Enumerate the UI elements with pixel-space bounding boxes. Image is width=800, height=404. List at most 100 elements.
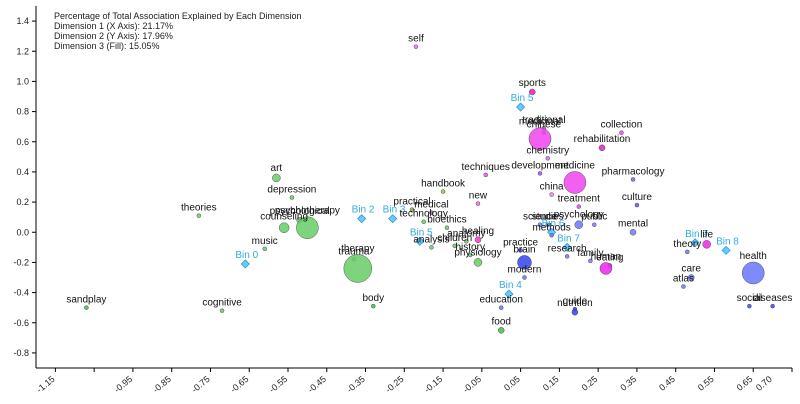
word-point [474, 236, 482, 243]
word-label: science [523, 212, 557, 223]
word-point [537, 171, 543, 176]
word-point [588, 258, 593, 264]
word-point [371, 303, 376, 309]
word-label: counseling [260, 212, 308, 223]
y-tick-label: 0.2 [16, 197, 29, 207]
word-label: brain [513, 244, 535, 255]
word-label: music [252, 236, 278, 247]
word-label: chinese [527, 120, 562, 131]
word-point [343, 254, 372, 283]
x-tick-label: 0.25 [580, 374, 600, 393]
word-point [499, 305, 504, 310]
bin-label: Bin 3 [383, 205, 406, 216]
word-label: practice [503, 237, 538, 248]
bin-marker [240, 259, 250, 269]
word-label: depression [267, 185, 316, 196]
bin-marker [388, 214, 398, 224]
word-label: cognitive [202, 298, 242, 309]
word-label: traditional [522, 115, 565, 126]
word-label: sandplay [66, 295, 106, 306]
word-point [84, 305, 89, 310]
word-label: methods [532, 222, 570, 233]
word-label: psychology [554, 210, 604, 221]
x-tick-label: 0.70 [754, 374, 774, 393]
word-point [483, 172, 488, 178]
word-point [634, 202, 640, 208]
y-tick-label: 1.0 [16, 76, 29, 86]
word-label: therapy [341, 243, 374, 254]
x-tick-label: 0.65 [735, 374, 755, 393]
word-label: self [408, 34, 424, 45]
bin-marker [562, 242, 572, 252]
word-label: technology [400, 209, 448, 220]
y-tick-label: -0.2 [13, 257, 29, 267]
x-tick-label: 0.35 [618, 374, 638, 393]
word-point [549, 192, 554, 197]
y-tick-label: -0.4 [13, 288, 29, 298]
word-label: life [700, 229, 713, 240]
bin-label: Bin 8 [716, 236, 739, 247]
word-label: human [591, 251, 622, 262]
word-label: children [437, 233, 472, 244]
info-line: Dimension 3 (Fill): 15.05% [54, 41, 160, 51]
word-point [473, 258, 483, 267]
bin-label: Bin 4 [499, 280, 522, 291]
x-tick-label: -0.75 [190, 374, 212, 395]
word-label: culture [622, 192, 652, 203]
word-label: medical [414, 200, 448, 211]
word-point [517, 255, 532, 270]
word-label: techniques [462, 162, 510, 173]
word-point [518, 248, 523, 253]
word-point [421, 219, 426, 224]
word-point [409, 207, 415, 212]
word-point [702, 240, 711, 249]
word-label: public [581, 212, 607, 223]
bin-label: Bin 5 [511, 93, 534, 104]
word-point [599, 262, 613, 275]
word-label: anatomy [447, 228, 485, 239]
word-label: mental [618, 218, 648, 229]
word-point [563, 171, 587, 194]
word-point [498, 327, 505, 334]
y-tick-label: -0.8 [13, 348, 29, 358]
info-line: Dimension 1 (X Axis): 21.17% [54, 21, 174, 31]
y-tick-label: 1.4 [16, 16, 29, 26]
x-tick-label: -0.25 [383, 374, 405, 395]
x-tick-label: -0.95 [112, 374, 134, 395]
word-label: care [681, 264, 701, 275]
word-point [440, 189, 446, 194]
bin-marker [357, 214, 367, 224]
word-label: physiology [454, 247, 501, 258]
y-tick-label: 0.8 [16, 107, 29, 117]
word-label: psychological [270, 206, 330, 217]
word-point [564, 254, 570, 259]
word-label: development [511, 160, 568, 171]
word-label: family [577, 248, 603, 259]
word-point [272, 173, 281, 183]
bin-marker [415, 236, 425, 246]
x-tick-label: 0.45 [657, 374, 677, 393]
word-label: medicinal [519, 117, 561, 128]
bin-label: Bin 2 [352, 205, 375, 216]
bin-label: Bin 0 [235, 250, 258, 261]
x-tick-label: -0.35 [345, 374, 367, 395]
y-tick-label: 1.2 [16, 46, 29, 56]
bin-marker [516, 102, 526, 112]
word-label: pharmacology [602, 166, 665, 177]
info-line: Percentage of Total Association Explaine… [54, 11, 302, 21]
word-label: food [491, 316, 510, 327]
labels-layer: Bin 0 Bin 2 Bin 3 Bin 5 Bin 5 Bin 6 Bin 7 Bin 4… [66, 34, 792, 328]
word-point [747, 303, 752, 309]
word-point [742, 261, 765, 285]
word-point [296, 216, 319, 239]
word-point [545, 222, 550, 227]
word-point [262, 246, 267, 252]
x-tick-label: -0.85 [151, 374, 173, 395]
word-label: guide [563, 296, 588, 307]
word-label: research [548, 243, 587, 254]
bin-label: Bin 5 [410, 227, 433, 238]
y-tick-label: -0.6 [13, 318, 29, 328]
word-label: collection [601, 120, 643, 131]
x-tick-label: -0.45 [306, 374, 328, 395]
